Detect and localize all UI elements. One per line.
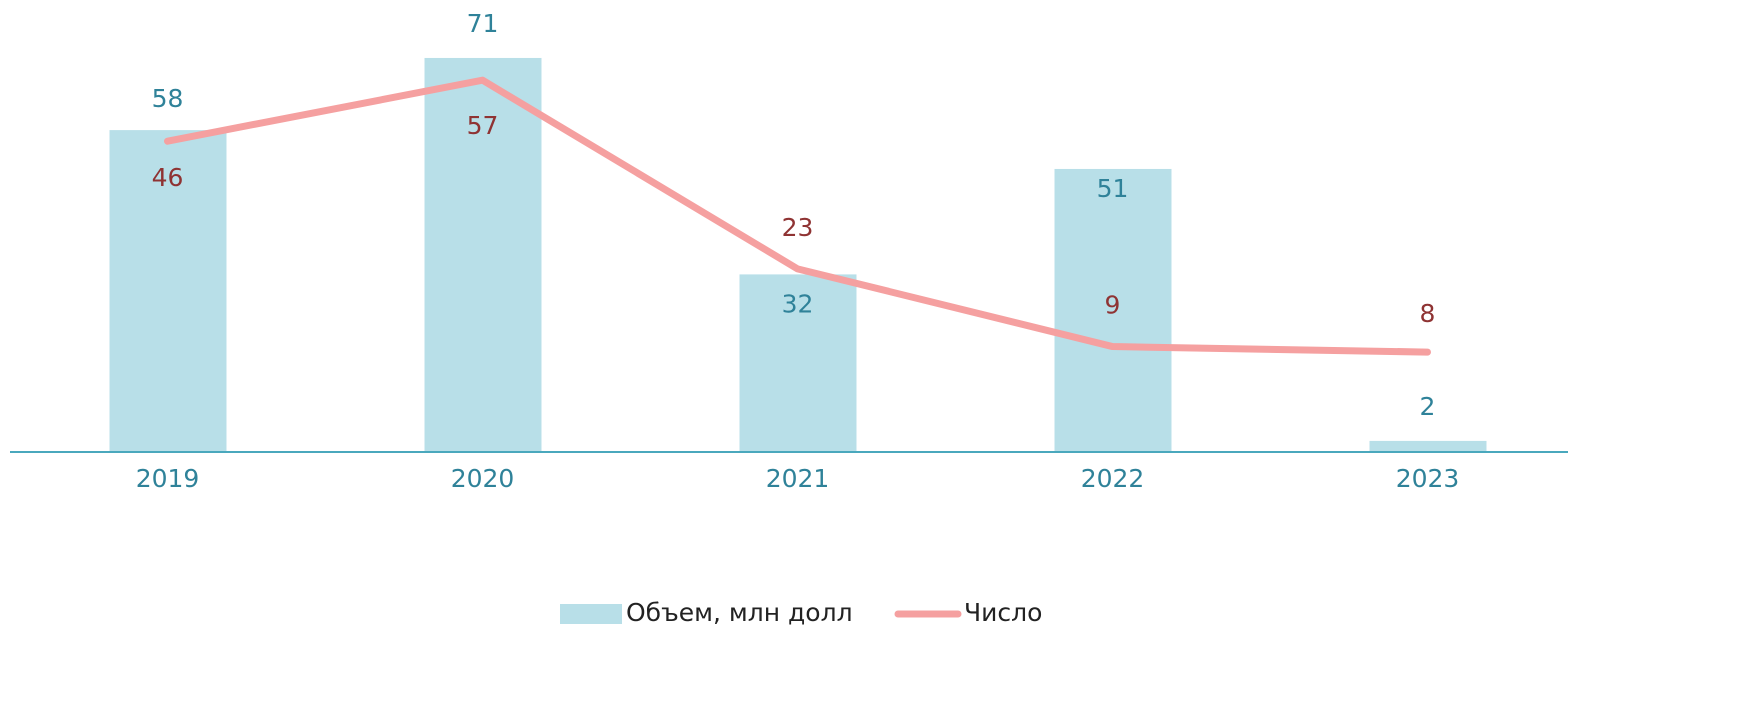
x-tick-label: 2020 xyxy=(451,464,515,493)
legend-label: Объем, млн долл xyxy=(626,598,853,627)
data-label: 23 xyxy=(782,213,814,242)
data-label: 51 xyxy=(1097,174,1129,203)
line xyxy=(164,76,1431,356)
bar xyxy=(1369,440,1487,452)
bar xyxy=(739,274,857,452)
bar xyxy=(1054,168,1172,452)
bar xyxy=(109,130,227,452)
bar xyxy=(424,57,542,452)
data-label: 71 xyxy=(467,9,499,38)
x-tick-label: 2019 xyxy=(136,464,200,493)
data-label: 2 xyxy=(1420,392,1436,421)
x-tick-label: 2022 xyxy=(1081,464,1145,493)
data-label: 32 xyxy=(782,289,814,318)
x-tick-label: 2023 xyxy=(1396,464,1460,493)
data-label: 46 xyxy=(152,163,184,192)
legend-swatch xyxy=(560,604,622,624)
legend-label: Число xyxy=(964,598,1042,627)
data-label: 8 xyxy=(1420,299,1436,328)
data-label: 57 xyxy=(467,111,499,140)
data-label: 58 xyxy=(152,84,184,113)
data-label: 9 xyxy=(1105,291,1121,320)
x-tick-label: 2021 xyxy=(766,464,830,493)
